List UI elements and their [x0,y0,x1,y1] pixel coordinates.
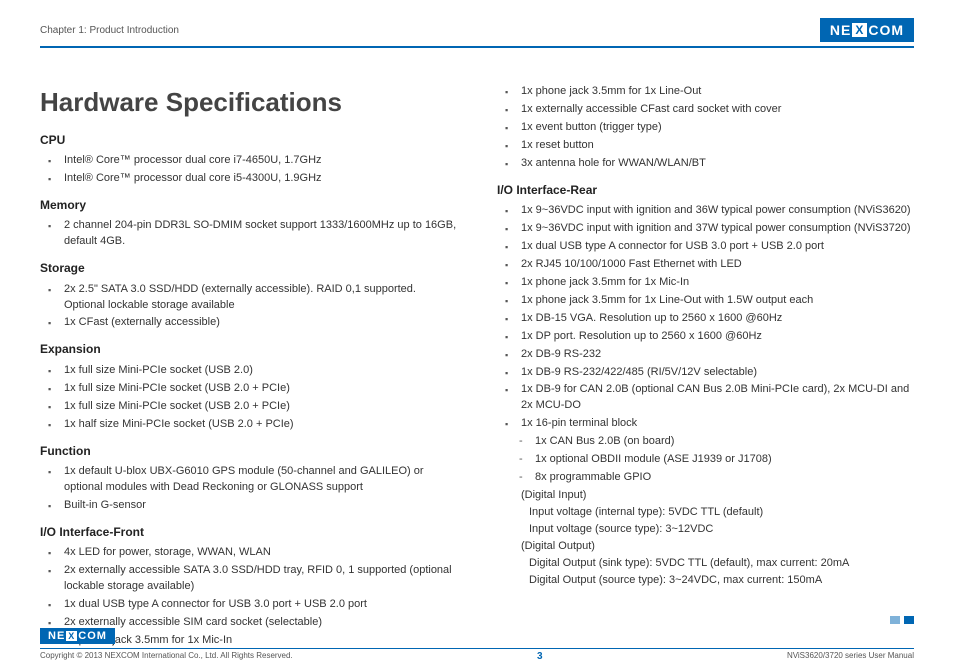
gpio-do-label: (Digital Output) [521,539,914,555]
list-item: 2 channel 204-pin DDR3L SO-DMIM socket s… [54,218,457,250]
footer-logo: NEXCOM [40,628,115,644]
list-item: 1x full size Mini-PCIe socket (USB 2.0) [54,363,457,379]
mark-icon [904,616,914,624]
list-item: 1x half size Mini-PCIe socket (USB 2.0 +… [54,417,457,433]
footer: NEXCOM Copyright © 2013 NEXCOM Internati… [40,616,914,662]
list-item: Intel® Core™ processor dual core i7-4650… [54,153,457,169]
chapter-label: Chapter 1: Product Introduction [40,25,179,36]
list-item: 1x 9~36VDC input with ignition and 36W t… [511,203,914,219]
list-item: 2x DB-9 RS-232 [511,347,914,363]
footer-marks [40,616,914,624]
list-item: 1x DP port. Resolution up to 2560 x 1600… [511,329,914,345]
content-area: Hardware Specifications CPU Intel® Core™… [40,84,914,651]
right-column: 1x phone jack 3.5mm for 1x Line-Out 1x e… [497,84,914,651]
gpio-di-label: (Digital Input) [521,488,914,504]
function-heading: Function [40,443,457,460]
list-item: 1x CAN Bus 2.0B (on board) [525,434,914,450]
gpio-line: Input voltage (source type): 3~12VDC [521,522,914,538]
cpu-heading: CPU [40,132,457,149]
list-item: 1x 9~36VDC input with ignition and 37W t… [511,221,914,237]
list-item: Built-in G-sensor [54,498,457,514]
list-item: 1x full size Mini-PCIe socket (USB 2.0 +… [54,399,457,415]
mark-icon [890,616,900,624]
list-item: 3x antenna hole for WWAN/WLAN/BT [511,156,914,172]
cpu-list: Intel® Core™ processor dual core i7-4650… [40,153,457,187]
iorear-list: 1x 9~36VDC input with ignition and 36W t… [497,203,914,432]
gpio-line: Input voltage (internal type): 5VDC TTL … [521,505,914,521]
page-title: Hardware Specifications [40,84,457,122]
list-item: 1x phone jack 3.5mm for 1x Mic-In [511,275,914,291]
iofront-heading: I/O Interface-Front [40,524,457,541]
list-item: 8x programmable GPIO [525,470,914,486]
left-column: Hardware Specifications CPU Intel® Core™… [40,84,457,651]
list-item: 1x phone jack 3.5mm for 1x Line-Out [511,84,914,100]
gpio-line: Digital Output (sink type): 5VDC TTL (de… [521,556,914,572]
gpio-details: (Digital Input) Input voltage (internal … [497,488,914,589]
list-item: 4x LED for power, storage, WWAN, WLAN [54,545,457,561]
list-item: 1x DB-9 RS-232/422/485 (RI/5V/12V select… [511,365,914,381]
list-item: 1x 16-pin terminal block [511,416,914,432]
storage-list: 2x 2.5" SATA 3.0 SSD/HDD (externally acc… [40,282,457,332]
footer-row: Copyright © 2013 NEXCOM International Co… [40,651,914,662]
list-item: 1x CFast (externally accessible) [54,315,457,331]
list-item: 2x externally accessible SATA 3.0 SSD/HD… [54,563,457,595]
manual-name: NViS3620/3720 series User Manual [787,651,914,662]
list-item: Intel® Core™ processor dual core i5-4300… [54,171,457,187]
page-number: 3 [537,651,543,662]
list-item: 1x DB-9 for CAN 2.0B (optional CAN Bus 2… [511,382,914,414]
gpio-line: Digital Output (source type): 3~24VDC, m… [521,573,914,589]
iorear-heading: I/O Interface-Rear [497,182,914,199]
storage-heading: Storage [40,260,457,277]
iofront-cont-list: 1x phone jack 3.5mm for 1x Line-Out 1x e… [497,84,914,172]
footer-line [40,648,914,649]
list-item: 1x dual USB type A connector for USB 3.0… [511,239,914,255]
terminal-sub-list: 1x CAN Bus 2.0B (on board) 1x optional O… [497,434,914,486]
list-item: 1x phone jack 3.5mm for 1x Line-Out with… [511,293,914,309]
list-item: 1x dual USB type A connector for USB 3.0… [54,597,457,613]
list-item: 1x full size Mini-PCIe socket (USB 2.0 +… [54,381,457,397]
memory-heading: Memory [40,197,457,214]
list-item: 1x default U-blox UBX-G6010 GPS module (… [54,464,457,496]
list-item: 1x reset button [511,138,914,154]
list-item: 2x 2.5" SATA 3.0 SSD/HDD (externally acc… [54,282,457,314]
list-item: 1x DB-15 VGA. Resolution up to 2560 x 16… [511,311,914,327]
logo: NEXCOM [820,18,914,42]
memory-list: 2 channel 204-pin DDR3L SO-DMIM socket s… [40,218,457,250]
list-item: 1x event button (trigger type) [511,120,914,136]
function-list: 1x default U-blox UBX-G6010 GPS module (… [40,464,457,514]
expansion-list: 1x full size Mini-PCIe socket (USB 2.0) … [40,363,457,433]
copyright: Copyright © 2013 NEXCOM International Co… [40,651,293,662]
list-item: 2x RJ45 10/100/1000 Fast Ethernet with L… [511,257,914,273]
list-item: 1x optional OBDII module (ASE J1939 or J… [525,452,914,468]
list-item: 1x externally accessible CFast card sock… [511,102,914,118]
header-bar: Chapter 1: Product Introduction NEXCOM [40,18,914,48]
expansion-heading: Expansion [40,341,457,358]
